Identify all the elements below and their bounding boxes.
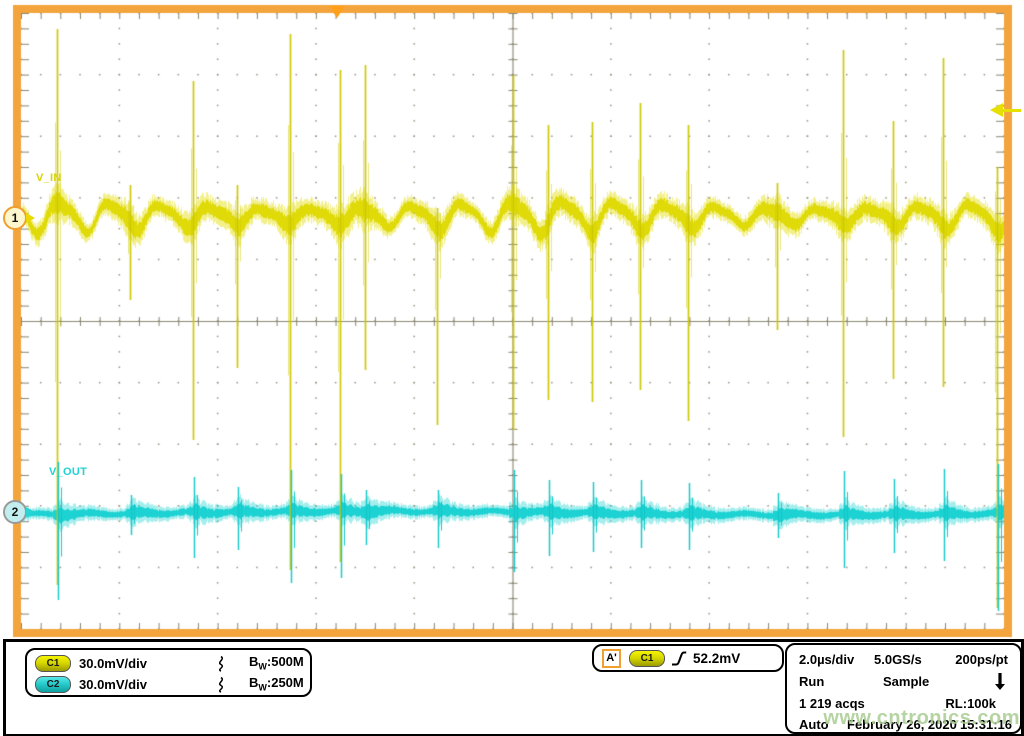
- channel-row-2[interactable]: C2 30.0mV/div BW:250M: [35, 675, 304, 693]
- ch1-scale-readout: 30.0mV/div: [79, 655, 147, 671]
- down-arrow-icon: [995, 673, 1005, 690]
- bw-value: :250M: [266, 675, 304, 691]
- ch1-label: V_IN: [36, 172, 62, 184]
- bw-sub: W: [258, 682, 267, 693]
- acq-count: 1 219 acqs: [799, 696, 865, 711]
- ch1-marker-arrow-icon: [26, 213, 35, 223]
- ac-coupling-icon: [218, 655, 224, 672]
- trigger-mode: Auto: [799, 717, 829, 732]
- ch2-marker-arrow-icon: [26, 507, 35, 517]
- trigger-level-readout: 52.2mV: [693, 650, 741, 666]
- record-length: RL:100k: [945, 696, 996, 711]
- c1-badge[interactable]: C1: [35, 654, 71, 672]
- bw-prefix: B: [249, 675, 259, 691]
- timebase-readout: 2.0µs/div: [799, 652, 855, 667]
- watermark: www.cntronics.com: [823, 707, 1020, 729]
- trigger-channel-badge[interactable]: C1: [629, 649, 665, 667]
- ch1-bandwidth-label: BW:500M: [249, 654, 304, 672]
- ch1-marker[interactable]: 1: [3, 206, 27, 230]
- c2-badge[interactable]: C2: [35, 675, 71, 693]
- resolution-readout: 200ps/pt: [955, 652, 1008, 667]
- trigger-level-icon[interactable]: [990, 103, 1022, 117]
- bw-value: :500M: [266, 654, 304, 670]
- date-readout: February 26, 2020: [847, 717, 957, 732]
- readout-panel: C1 30.0mV/div BW:500M C2 30.0mV/div BW:2…: [3, 639, 1024, 736]
- acquisition-mode: Sample: [883, 674, 930, 689]
- bw-sub: W: [258, 661, 267, 672]
- graticule-canvas[interactable]: [0, 0, 1024, 640]
- rising-edge-icon: [672, 651, 687, 666]
- time-readout: 15:31:16: [959, 717, 1012, 732]
- channel-row-1[interactable]: C1 30.0mV/div BW:500M: [35, 654, 304, 672]
- channels-box[interactable]: C1 30.0mV/div BW:500M C2 30.0mV/div BW:2…: [25, 648, 312, 697]
- ch2-bandwidth-label: BW:250M: [249, 675, 304, 693]
- ch2-scale-readout: 30.0mV/div: [79, 676, 147, 692]
- bw-prefix: B: [249, 654, 259, 670]
- trigger-box[interactable]: A' C1 52.2mV: [592, 644, 784, 672]
- ch2-label: V_OUT: [49, 466, 88, 478]
- horizontal-box[interactable]: 2.0µs/div 5.0GS/s 200ps/pt Run Sample 1 …: [785, 643, 1022, 734]
- trigger-position-icon[interactable]: [329, 6, 345, 18]
- ch2-marker[interactable]: 2: [3, 500, 27, 524]
- trigger-source-label[interactable]: A': [602, 648, 621, 668]
- run-state: Run: [799, 674, 825, 689]
- ac-coupling-icon: [218, 676, 224, 693]
- trigger-level-arrow-tip: [990, 103, 1003, 117]
- sample-rate-readout: 5.0GS/s: [874, 652, 922, 667]
- trigger-level-arrow-tail: [1002, 108, 1021, 112]
